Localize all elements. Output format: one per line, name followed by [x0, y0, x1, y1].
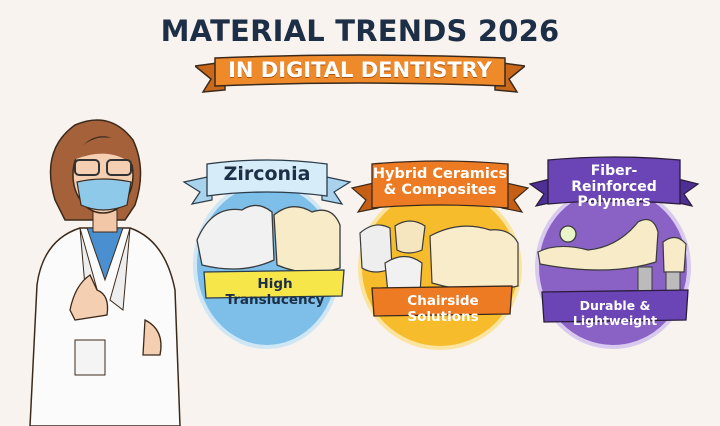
dentist-illustration: [29, 119, 181, 426]
card-label: Durable & Lightweight: [572, 298, 658, 328]
card-label: High Translucency: [225, 276, 325, 308]
zirconia-badge-art: [182, 159, 352, 349]
card-hybrid-ceramics: Hybrid Ceramics & Composites Chairside S…: [350, 158, 530, 353]
card-title: Zirconia: [223, 163, 311, 185]
card-title-line-2: Polymers: [577, 194, 651, 211]
card-label: Chairside Solutions: [407, 293, 479, 325]
fiber-badge-art: [528, 156, 700, 349]
subtitle-text: IN DIGITAL DENTISTRY: [228, 58, 492, 82]
card-fiber-polymers: Fiber-Reinforced Polymers Durable & Ligh…: [528, 152, 700, 352]
card-title-line-1: Fiber-Reinforced: [571, 163, 657, 195]
hybrid-badge-art: [350, 160, 530, 350]
card-title: Fiber-Reinforced Polymers: [548, 163, 680, 211]
card-zirconia: Zirconia High Translucency: [182, 150, 352, 350]
card-title-line-1: Hybrid Ceramics: [372, 166, 508, 182]
card-title-line-2: & Composites: [383, 182, 497, 199]
card-title: Hybrid Ceramics & Composites: [372, 166, 508, 198]
page-title: MATERIAL TRENDS 2026: [160, 14, 560, 48]
subtitle-banner: [195, 54, 525, 93]
